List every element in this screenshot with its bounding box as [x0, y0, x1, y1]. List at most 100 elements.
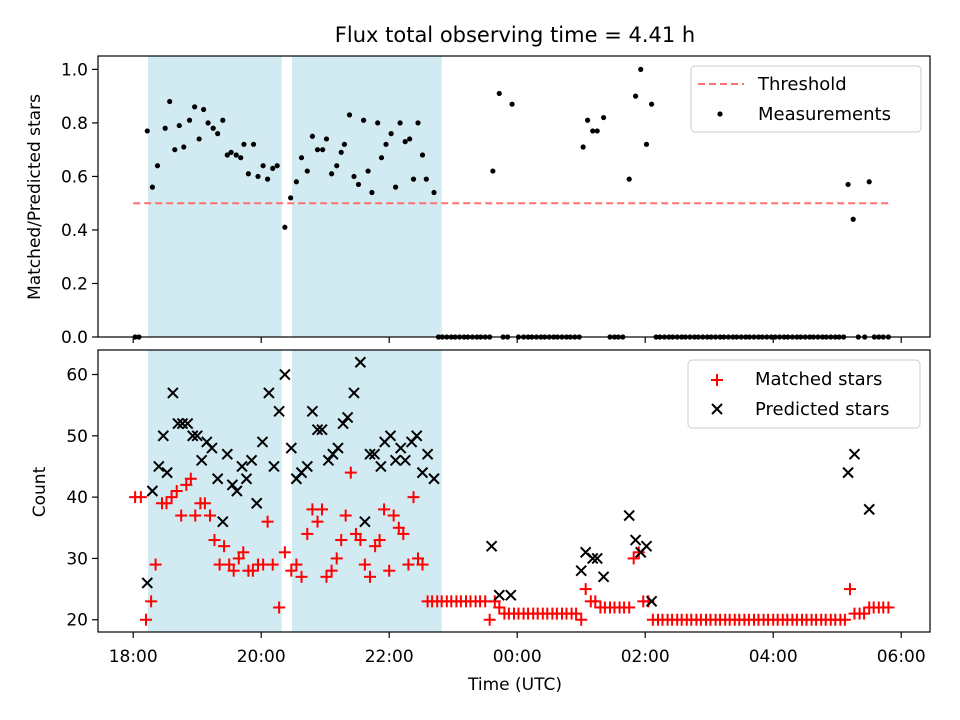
measurement-point — [186, 117, 193, 123]
predicted-point — [153, 460, 165, 473]
top-plot-frame — [97, 55, 931, 338]
measurement-point — [351, 173, 357, 180]
measurement-point — [282, 224, 288, 230]
predicted-point — [221, 448, 233, 460]
matched-point — [858, 607, 871, 620]
matched-point — [180, 478, 193, 491]
predicted-point — [597, 571, 610, 583]
measurement-point — [181, 144, 187, 150]
predicted-point — [306, 405, 319, 418]
predicted-point — [337, 417, 349, 430]
predicted-point — [191, 430, 203, 442]
measurement-point — [346, 112, 353, 118]
legend-matched-label: Matched stars — [755, 369, 882, 390]
x-tick-label: 04:00 — [749, 647, 798, 667]
matched-point — [364, 570, 376, 583]
matched-point — [407, 491, 420, 504]
observing-window-1 — [291, 56, 442, 337]
predicted-point — [273, 405, 285, 418]
measurement-point — [369, 189, 375, 196]
measurement-point — [167, 98, 173, 105]
matched-point — [320, 570, 333, 583]
measurement-point — [245, 171, 251, 177]
matched-point — [412, 552, 424, 565]
measurement-point — [274, 163, 280, 169]
measurement-point — [393, 184, 399, 190]
x-tick-label: 02:00 — [621, 647, 670, 667]
legend-predicted-label: Predicted stars — [755, 399, 889, 420]
matched-point — [344, 466, 357, 479]
predicted-point — [217, 515, 229, 528]
predicted-point — [311, 423, 324, 436]
measurement-point — [320, 147, 326, 153]
predicted-point — [368, 448, 381, 460]
predicted-point — [493, 589, 505, 601]
y-tick-label: 30 — [66, 549, 88, 569]
measurement-point — [397, 120, 403, 126]
measurement-point — [288, 195, 294, 201]
measurement-point — [215, 131, 221, 137]
measurement-point — [402, 139, 408, 145]
predicted-point — [176, 417, 189, 430]
bottom-plot-frame — [97, 349, 931, 633]
predicted-point — [236, 460, 248, 473]
matched-point — [369, 540, 382, 553]
predicted-point — [421, 448, 434, 460]
predicted-point — [863, 503, 875, 516]
x-tick-label: 22:00 — [365, 647, 414, 667]
matched-point — [383, 564, 396, 577]
matched-point — [295, 570, 308, 583]
predicted-point — [640, 540, 653, 552]
measurement-point — [201, 106, 207, 113]
measurement-point — [341, 141, 347, 147]
measurement-point — [850, 216, 856, 222]
predicted-point — [141, 577, 153, 589]
measurement-point — [866, 179, 872, 185]
predicted-point — [591, 552, 603, 565]
predicted-point — [354, 356, 367, 368]
predicted-point — [268, 460, 280, 473]
measurement-point — [154, 163, 161, 169]
matched-point — [134, 491, 147, 504]
series-matched-stars — [129, 466, 895, 626]
predicted-point — [485, 540, 498, 552]
matched-point — [623, 601, 636, 614]
predicted-point — [399, 454, 411, 467]
measurement-point — [419, 152, 426, 158]
predicted-point — [505, 589, 517, 601]
measurement-point — [338, 149, 344, 155]
matched-point — [285, 564, 298, 577]
predicted-point — [240, 473, 253, 485]
predicted-point — [187, 430, 199, 442]
matched-point — [335, 534, 348, 547]
predicted-point — [384, 430, 397, 442]
predicted-point — [623, 509, 635, 522]
measurement-point — [309, 133, 315, 139]
x-tick-label: 06:00 — [877, 647, 926, 667]
matched-point — [198, 497, 211, 510]
matched-point — [397, 527, 410, 540]
measurement-point — [601, 114, 607, 121]
matched-point — [149, 558, 162, 571]
y-tick-label: 60 — [66, 366, 88, 386]
matched-point — [373, 534, 386, 547]
measurement-point — [649, 101, 655, 107]
y-tick-label: 20 — [66, 611, 88, 631]
predicted-point — [395, 442, 407, 454]
matched-point — [311, 515, 324, 528]
measurement-point — [228, 149, 234, 155]
matched-point — [223, 558, 236, 571]
measurement-point — [255, 173, 261, 180]
measurement-point — [233, 152, 239, 158]
predicted-point — [322, 454, 335, 467]
measurement-point — [638, 66, 644, 72]
matched-point — [354, 534, 367, 547]
measurement-point — [314, 147, 321, 153]
y-tick-label: 0.0 — [61, 328, 88, 348]
matched-point — [175, 509, 188, 522]
x-tick-label: 00:00 — [493, 647, 542, 667]
measurement-point — [220, 117, 226, 123]
measurement-point — [265, 176, 271, 182]
count-panel: Count Time (UTC) 20 30 40 50 60 18:00 20:00 22:… — [30, 349, 931, 695]
